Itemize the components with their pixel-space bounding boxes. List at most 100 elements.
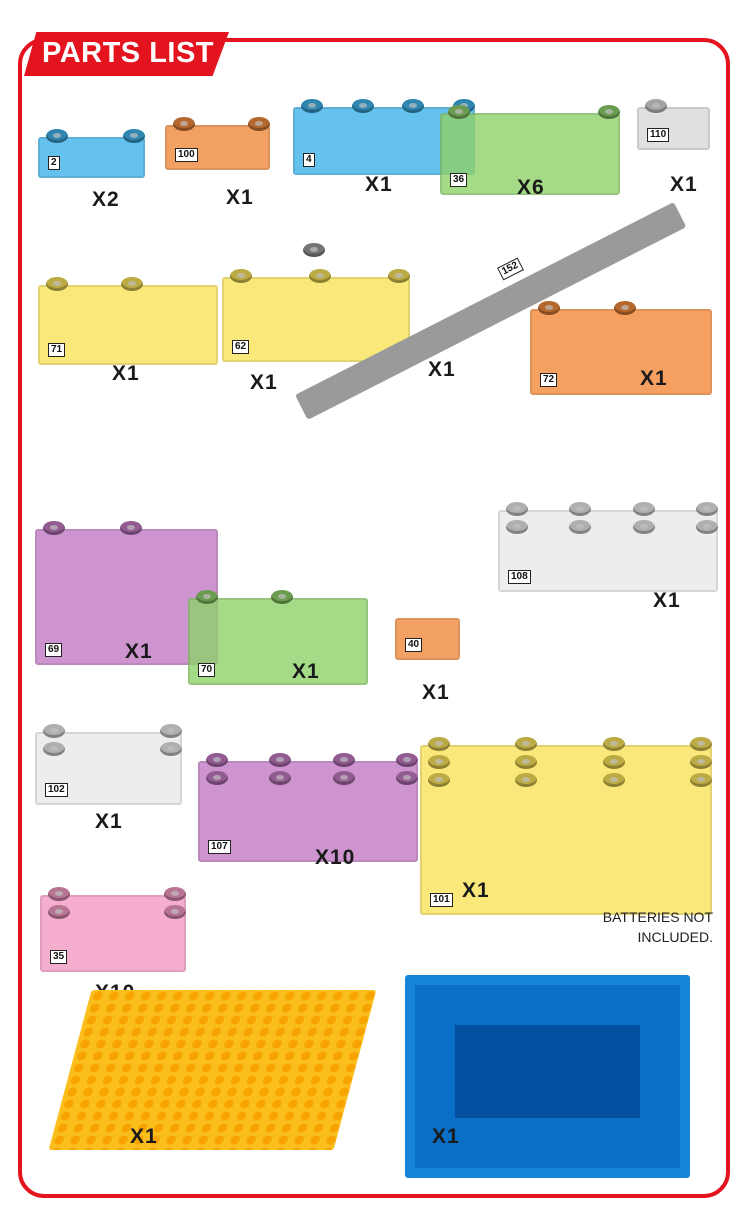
header-tab: PARTS LIST bbox=[24, 32, 229, 76]
stud bbox=[614, 300, 636, 315]
quantity-label: X1 bbox=[125, 640, 153, 663]
stud bbox=[48, 905, 70, 919]
part-number-label: 40 bbox=[405, 638, 423, 652]
part-number-label: 102 bbox=[45, 783, 68, 797]
stud bbox=[309, 268, 331, 283]
stud bbox=[388, 268, 410, 283]
part-107: 107 bbox=[198, 718, 418, 862]
part-69: 69 bbox=[35, 470, 218, 665]
stud bbox=[48, 887, 70, 901]
parts-list-frame bbox=[18, 38, 730, 1198]
stud bbox=[428, 772, 450, 787]
stud bbox=[428, 736, 450, 751]
page-title: PARTS LIST bbox=[42, 37, 215, 69]
part-100: 100 bbox=[165, 105, 270, 170]
stud bbox=[248, 116, 270, 131]
part-110: 110 bbox=[637, 88, 710, 150]
stud bbox=[515, 772, 538, 787]
quantity-label: X2 bbox=[92, 188, 120, 211]
stud bbox=[301, 99, 323, 114]
stud bbox=[569, 520, 592, 535]
stud bbox=[173, 116, 195, 131]
quantity-label: X1 bbox=[292, 660, 320, 683]
quantity-label: X1 bbox=[432, 1125, 460, 1148]
stud bbox=[602, 772, 625, 787]
part-item-18 bbox=[405, 975, 690, 1178]
part-number-label: 71 bbox=[48, 343, 66, 357]
part-number-label: 101 bbox=[430, 893, 453, 907]
quantity-label: X1 bbox=[462, 879, 490, 902]
part-body bbox=[498, 510, 718, 592]
stud bbox=[121, 276, 143, 291]
quantity-label: X1 bbox=[365, 173, 393, 196]
part-62: 62 bbox=[222, 240, 410, 362]
quantity-label: X10 bbox=[315, 846, 356, 869]
stud bbox=[690, 736, 712, 751]
stud bbox=[269, 753, 292, 768]
part-72: 72 bbox=[530, 272, 712, 395]
stud bbox=[602, 754, 625, 769]
stud bbox=[160, 741, 182, 756]
stud bbox=[645, 98, 667, 113]
box-interior bbox=[455, 1025, 640, 1118]
part-body bbox=[420, 744, 712, 915]
part-152: 152 bbox=[295, 185, 720, 420]
stud bbox=[428, 754, 450, 769]
stud bbox=[569, 502, 592, 517]
stud bbox=[332, 771, 355, 786]
stud bbox=[230, 268, 252, 283]
stud bbox=[696, 520, 718, 535]
stud bbox=[119, 520, 142, 535]
stud bbox=[164, 905, 186, 919]
part-number-label: 2 bbox=[48, 156, 60, 170]
stud bbox=[598, 105, 620, 120]
stud bbox=[396, 771, 418, 786]
part-body bbox=[405, 975, 690, 1178]
part-number-label: 69 bbox=[45, 643, 63, 657]
part-101: 101 bbox=[420, 672, 712, 915]
stud bbox=[696, 502, 718, 517]
stud bbox=[515, 736, 538, 751]
stud bbox=[123, 129, 145, 144]
stud bbox=[271, 589, 293, 604]
stud bbox=[690, 754, 712, 769]
part-40: 40 bbox=[395, 600, 460, 660]
stud bbox=[396, 753, 418, 768]
stud bbox=[515, 754, 538, 769]
part-2: 2 bbox=[38, 120, 145, 178]
part-71: 71 bbox=[38, 250, 218, 365]
stud bbox=[402, 99, 425, 114]
quantity-label: X1 bbox=[226, 186, 254, 209]
stud bbox=[506, 502, 528, 517]
stud bbox=[160, 723, 182, 738]
part-body bbox=[165, 124, 270, 170]
stud bbox=[206, 771, 228, 786]
part-number-label: 108 bbox=[508, 570, 531, 584]
quantity-label: X1 bbox=[250, 371, 278, 394]
stud bbox=[448, 105, 470, 120]
stud bbox=[303, 243, 325, 257]
stud bbox=[43, 520, 65, 535]
stud bbox=[632, 520, 655, 535]
part-35: 35 bbox=[40, 862, 186, 972]
part-number-label: 72 bbox=[540, 373, 558, 387]
part-number-label: 35 bbox=[50, 950, 68, 964]
quantity-label: X1 bbox=[428, 358, 456, 381]
quantity-label: X6 bbox=[517, 176, 545, 199]
part-108: 108 bbox=[498, 475, 718, 592]
quantity-label: X1 bbox=[422, 681, 450, 704]
quantity-label: X1 bbox=[670, 173, 698, 196]
part-102: 102 bbox=[35, 700, 182, 805]
stud bbox=[538, 300, 560, 315]
stud bbox=[690, 772, 712, 787]
part-body bbox=[48, 990, 377, 1150]
part-number-label: 107 bbox=[208, 840, 231, 854]
part-number-label: 62 bbox=[232, 340, 250, 354]
stud bbox=[46, 129, 68, 144]
part-item-17 bbox=[48, 990, 377, 1150]
stud bbox=[46, 276, 68, 291]
stud bbox=[602, 736, 625, 751]
part-number-label: 100 bbox=[175, 148, 198, 162]
part-number-label: 110 bbox=[647, 128, 670, 142]
stud bbox=[269, 771, 292, 786]
